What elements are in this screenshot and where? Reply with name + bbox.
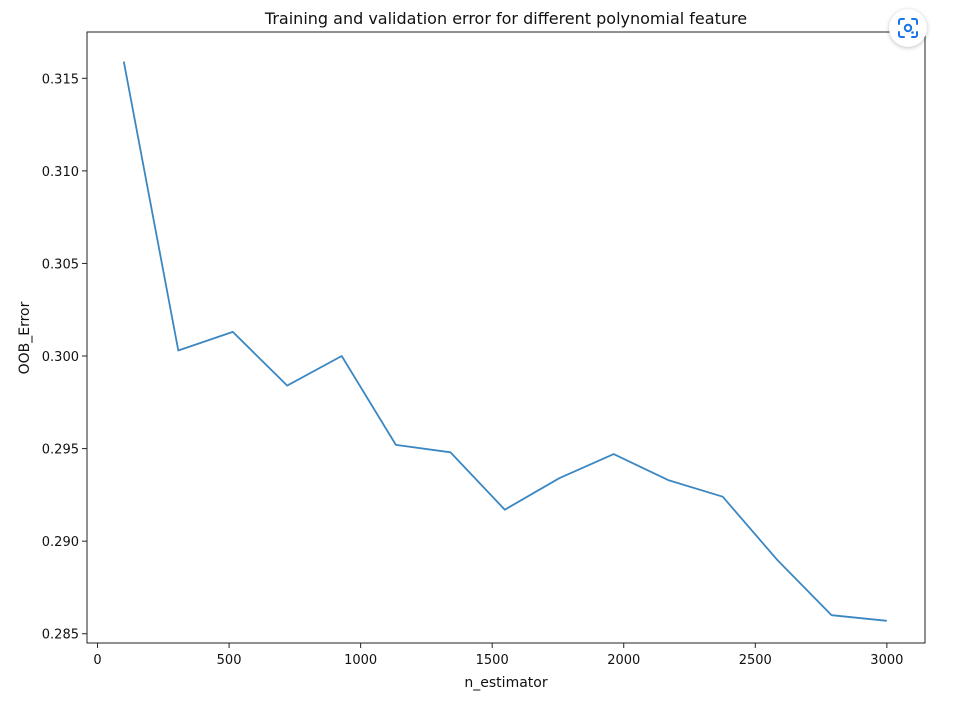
x-axis: 0 500 1000 1500 2000 2500 3000 (93, 643, 903, 668)
y-axis: 0.285 0.290 0.295 0.300 0.305 0.310 0.315 (42, 72, 87, 643)
series-line (122, 61, 887, 622)
y-tick-label: 0.305 (42, 257, 79, 272)
x-tick-label: 1500 (476, 653, 509, 668)
chart-title: Training and validation error for differ… (264, 9, 747, 28)
y-tick-label: 0.290 (42, 535, 79, 550)
x-tick-label: 0 (93, 653, 101, 668)
x-tick-label: 2500 (739, 653, 772, 668)
y-tick-label: 0.285 (42, 628, 79, 643)
x-tick-label: 500 (217, 653, 242, 668)
x-axis-label: n_estimator (464, 675, 547, 691)
x-tick-label: 2000 (607, 653, 640, 668)
y-axis-label: OOB_Error (17, 301, 33, 374)
lens-scan-button[interactable] (889, 9, 927, 47)
y-tick-label: 0.310 (42, 165, 79, 180)
series-group (122, 61, 887, 622)
x-tick-label: 1000 (344, 653, 377, 668)
x-tick-label: 3000 (870, 653, 903, 668)
lens-scan-icon (898, 18, 918, 38)
plot-area (86, 31, 926, 644)
y-tick-label: 0.315 (42, 72, 79, 87)
y-tick-label: 0.300 (42, 350, 79, 365)
y-tick-label: 0.295 (42, 443, 79, 458)
